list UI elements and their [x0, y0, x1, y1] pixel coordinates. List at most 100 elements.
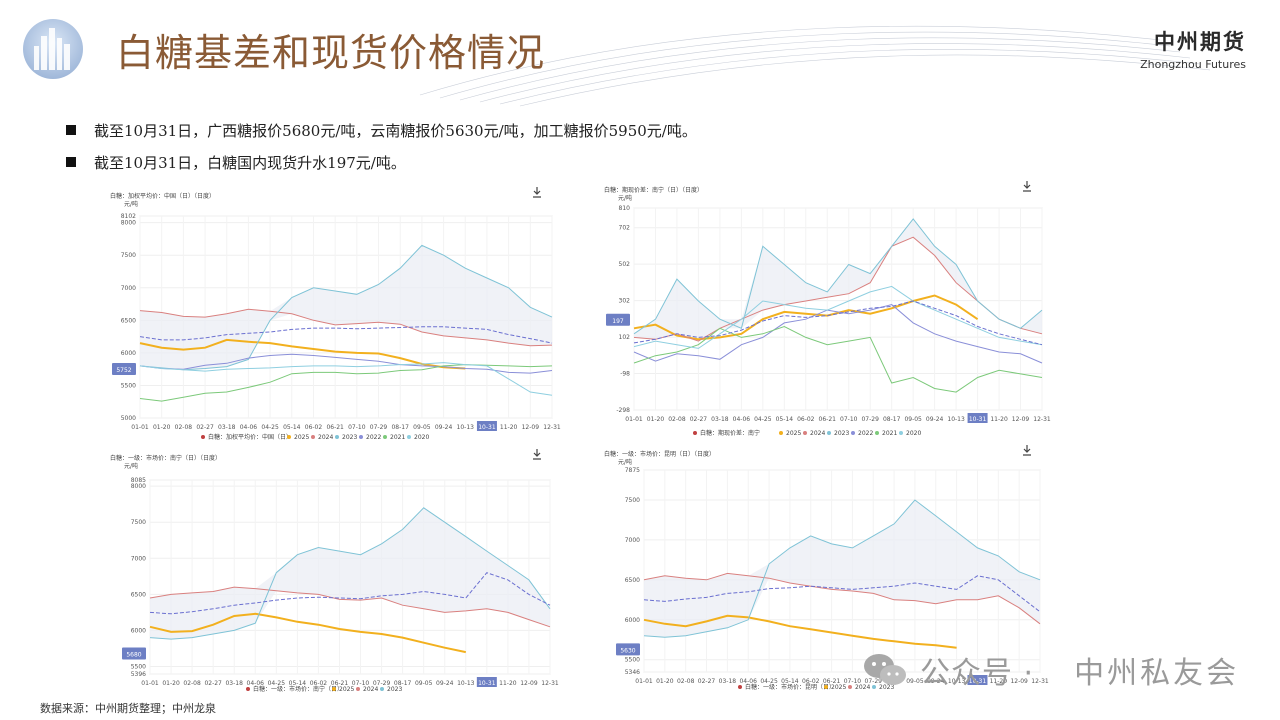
x-tick-label: 01-20 [656, 678, 674, 685]
legend-marker [201, 435, 205, 439]
legend-marker [779, 431, 783, 435]
series-line-2023 [633, 218, 1043, 335]
x-tick-label: 09-24 [436, 680, 454, 687]
x-tick-label: 01-20 [153, 424, 171, 431]
y-tick-label: 7000 [625, 537, 640, 544]
download-icon-path [533, 187, 541, 198]
y-tick-label: 7000 [131, 555, 146, 562]
x-tick-label: 01-01 [635, 678, 653, 685]
x-tick-label: 12-31 [543, 424, 561, 431]
series-line-2020 [139, 362, 553, 396]
legend-marker [872, 685, 876, 689]
x-tick-label: 06-21 [331, 680, 349, 687]
current-value-label: 5680 [126, 652, 141, 659]
legend-item: 2023 [834, 430, 849, 437]
x-tick-label: 06-02 [797, 416, 815, 423]
series-line-2024 [149, 586, 551, 628]
current-value-label: 5630 [620, 647, 635, 654]
legend-item: 2022 [858, 430, 873, 437]
series-line-2021 [633, 325, 1043, 393]
page-title: 白糖基差和现货价格情况 [116, 31, 546, 75]
x-tick-label: 06-02 [305, 424, 323, 431]
chart-unit: 元/吨 [618, 458, 632, 466]
data-source-note: 数据来源：中州期货整理；中州龙泉 [40, 702, 216, 715]
chart-kunming-price: 白糖：一级：市场价：昆明（日）（日度） 元/吨 7875 7500 7000 6500 60… [598, 440, 1052, 696]
legend-marker [827, 431, 831, 435]
legend-marker [380, 687, 384, 691]
x-tick-label: 05-14 [781, 678, 799, 685]
legend-marker [899, 431, 903, 435]
y-tick-label: 302 [619, 298, 631, 305]
legend-prefix: 白糖：一级：市场价：南宁（日） [253, 685, 343, 693]
chart-basis-nanning: 白糖：期现价差：南宁（日）（日度） 元/吨 810 702 502 302 102 -98 -2… [598, 176, 1052, 442]
x-tick-label: 11-20 [990, 678, 1008, 685]
legend-marker [875, 431, 879, 435]
y-tick-label: 7500 [131, 519, 146, 526]
y-tick-label: 102 [619, 334, 631, 341]
y-tick-label: 5500 [131, 663, 146, 670]
x-tick-label: 04-06 [247, 680, 265, 687]
brand-logo: 中州期货 Zhongzhou Futures [1140, 26, 1246, 71]
brand-name-cn: 中州期货 [1154, 30, 1246, 54]
legend-marker [851, 431, 855, 435]
x-tick-label: 12-09 [520, 680, 538, 687]
x-tick-label: 05-14 [283, 424, 301, 431]
x-tick-label: 10-13 [457, 424, 475, 431]
series-line-均值 [643, 575, 1041, 613]
x-tick-label: 07-29 [373, 680, 391, 687]
chart-unit: 元/吨 [618, 194, 632, 202]
y-tick-label: 7875 [625, 467, 640, 474]
y-tick-label: 5346 [625, 669, 640, 676]
x-tick-label-highlight: 10-31 [478, 424, 496, 431]
legend-marker [383, 435, 387, 439]
x-tick-label: 01-01 [131, 424, 149, 431]
chart-nanning-price: 白糖：一级：市场价：南宁（日）（日度） 元/吨 8085 8000 7500 7000 65… [104, 444, 562, 698]
x-tick-label: 02-27 [698, 678, 716, 685]
x-tick-label: 12-31 [1033, 416, 1051, 423]
y-tick-label: -298 [616, 407, 630, 414]
legend-marker [848, 685, 852, 689]
x-tick-label: 08-17 [394, 680, 412, 687]
legend-prefix: 白糖：一级：市场价：昆明（日） [745, 683, 835, 691]
download-icon [533, 187, 541, 198]
legend-item: 2020 [414, 434, 429, 441]
x-tick-label: 07-10 [840, 416, 858, 423]
y-tick-label: 6500 [131, 591, 146, 598]
x-tick-label: 10-13 [947, 416, 965, 423]
legend-item: 2024 [318, 434, 333, 441]
x-tick-label: 03-18 [719, 678, 737, 685]
x-tick-label: 02-08 [183, 680, 201, 687]
download-icon [533, 449, 541, 460]
y-tick-label: 502 [619, 261, 631, 268]
series-line-2025 [643, 614, 957, 649]
y-tick-label: 5396 [131, 671, 146, 678]
x-tick-label: 01-01 [141, 680, 159, 687]
legend-prefix: 白糖：期现价差：南宁 [700, 429, 760, 437]
series-line-2023 [149, 507, 551, 640]
legend-item: 2025 [786, 430, 801, 437]
x-tick-label: 02-27 [690, 416, 708, 423]
x-tick-label: 06-02 [802, 678, 820, 685]
x-highlight-badge [967, 675, 988, 685]
bullet-item: 截至10月31日，白糖国内现货升水197元/吨。 [66, 148, 697, 176]
legend-marker [824, 685, 828, 689]
x-tick-label: 04-25 [754, 416, 772, 423]
city-skyline-logo [23, 19, 83, 79]
legend-item: 2023 [342, 434, 357, 441]
x-tick-label: 05-14 [776, 416, 794, 423]
series-line-2024 [643, 572, 1041, 625]
bullet-text: 截至10月31日，白糖国内现货升水197元/吨。 [94, 153, 406, 172]
legend-item: 2024 [363, 686, 378, 693]
x-tick-label-highlight: 10-31 [969, 678, 987, 685]
legend-marker [335, 435, 339, 439]
current-value-badge [112, 363, 136, 376]
legend-marker [407, 435, 411, 439]
legend-marker [356, 687, 360, 691]
legend-item: 2023 [879, 684, 894, 691]
x-tick-label: 11-20 [500, 424, 518, 431]
x-tick-label: 06-21 [326, 424, 344, 431]
x-tick-label: 12-09 [1010, 678, 1028, 685]
brand-name-en: Zhongzhou Futures [1140, 58, 1246, 71]
header-decoration [419, 25, 1211, 107]
bullet-square-icon [66, 157, 76, 167]
